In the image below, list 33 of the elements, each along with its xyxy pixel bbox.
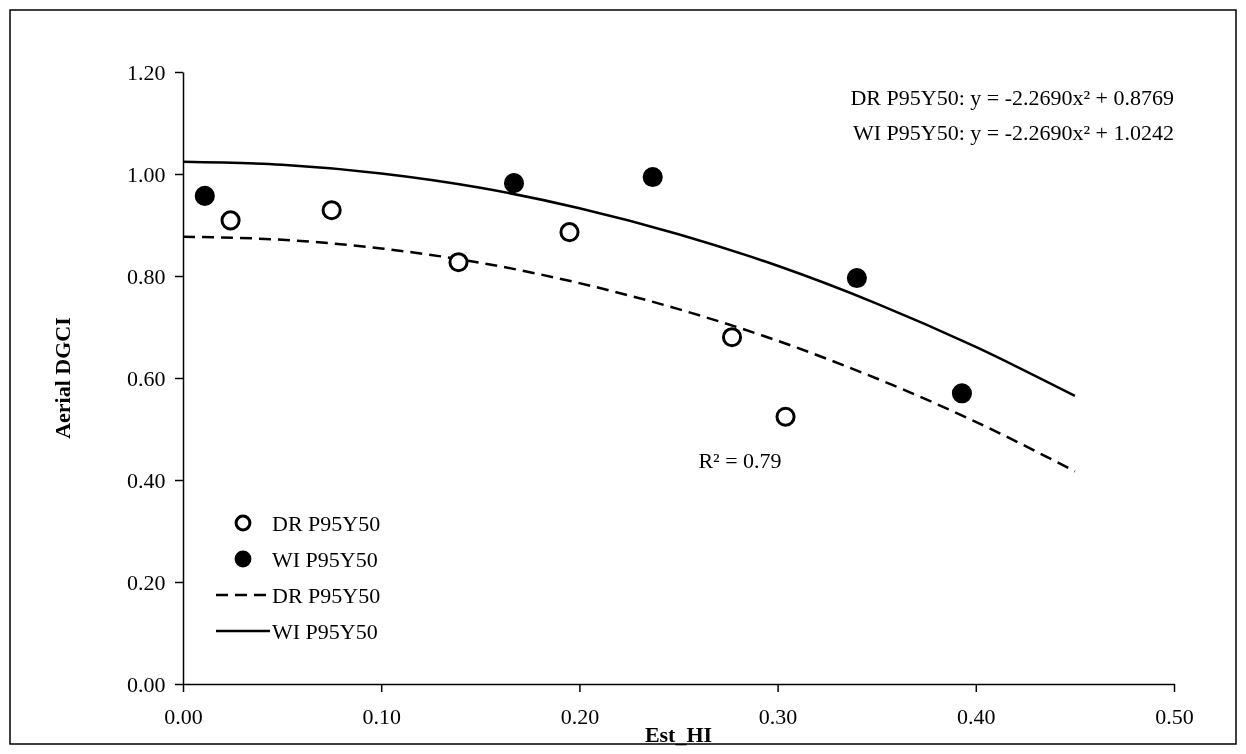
y-tick-label: 1.00 [126, 161, 166, 187]
y-tick-label: 0.20 [126, 569, 166, 595]
point [503, 173, 525, 194]
y-axis-title: Aerial DGCI [50, 317, 75, 439]
x-tick-label: 0.40 [957, 703, 996, 729]
point [642, 167, 663, 188]
y-tick-label: 0.00 [126, 671, 166, 697]
point [194, 185, 215, 206]
point [721, 327, 743, 348]
point [775, 406, 796, 427]
x-tick-label: 0.00 [164, 703, 203, 729]
y-tick-label: 0.60 [126, 365, 166, 391]
y-tick-label: 0.80 [126, 263, 166, 289]
legend-label: DR P95Y50 [272, 511, 381, 536]
legend-label: WI P95Y50 [272, 547, 378, 572]
x-tick-label: 0.30 [758, 703, 798, 729]
point [220, 210, 241, 231]
annotation: WI P95Y50: y = -2.2690x² + 1.0242 [852, 120, 1174, 145]
point [951, 383, 972, 404]
annotation: DR P95Y50: y = -2.2690x² + 0.8769 [850, 85, 1174, 110]
annotation: R² = 0.79 [698, 448, 782, 473]
x-tick-label: 0.50 [1155, 703, 1194, 729]
point [448, 252, 469, 273]
point [559, 222, 580, 243]
legend-label: DR P95Y50 [272, 583, 381, 608]
point [846, 268, 867, 289]
x-axis-title: Est_HI [644, 722, 713, 747]
y-tick-label: 1.20 [126, 59, 166, 85]
point [321, 200, 342, 221]
y-tick-label: 0.40 [126, 467, 166, 493]
x-tick-label: 0.20 [560, 703, 600, 729]
x-tick-label: 0.10 [362, 703, 401, 729]
legend-label: WI P95Y50 [272, 619, 378, 644]
